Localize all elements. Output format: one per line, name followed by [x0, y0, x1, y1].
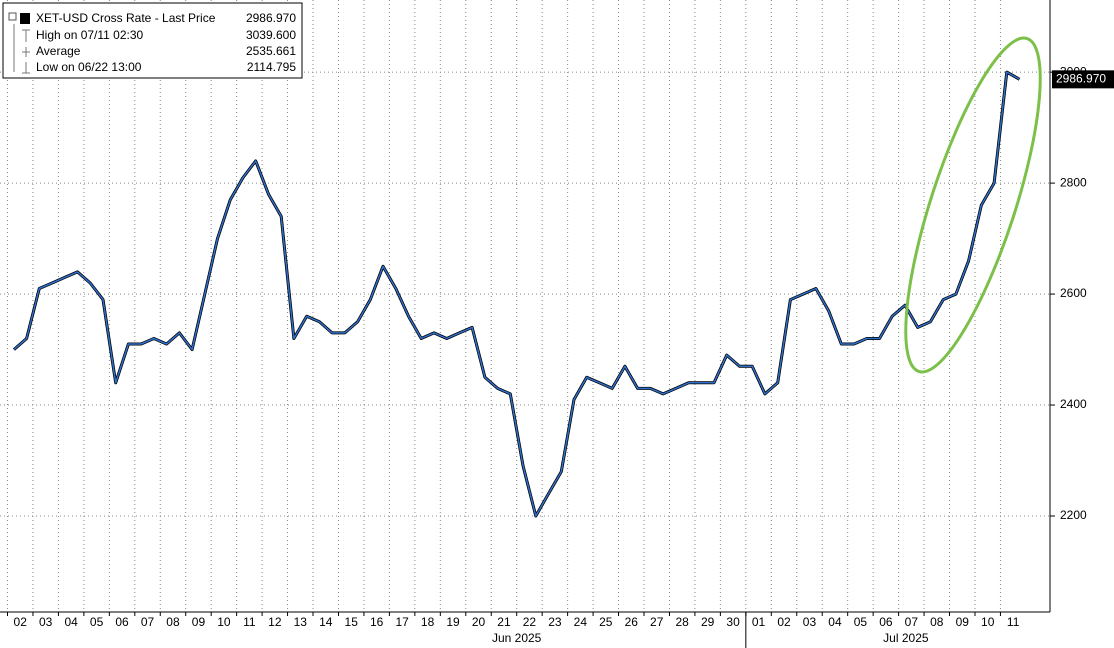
x-tick-label: 12 [268, 615, 282, 629]
x-tick-label: 09 [192, 615, 206, 629]
legend-row-value: 2114.795 [247, 60, 296, 74]
x-tick-label: 17 [395, 615, 409, 629]
x-tick-label: 26 [625, 615, 639, 629]
legend-last-price: 2986.970 [246, 11, 296, 25]
axes: 2200240026002800300002030405060708091011… [7, 64, 1114, 648]
x-tick-label: 27 [650, 615, 664, 629]
plot-area [0, 0, 1050, 612]
x-tick-label: 21 [497, 615, 511, 629]
x-tick-label: 22 [523, 615, 537, 629]
y-tick-label: 2600 [1060, 286, 1087, 300]
x-tick-label: 11 [1007, 615, 1020, 629]
x-tick-label: 24 [574, 615, 588, 629]
legend-tree [13, 24, 30, 74]
x-tick-label: 06 [879, 615, 893, 629]
x-tick-label: 28 [676, 615, 690, 629]
x-tick-label: 30 [726, 615, 740, 629]
price-lines [12, 70, 1021, 518]
x-tick-label: 11 [243, 615, 256, 629]
y-tick-label: 2400 [1060, 397, 1087, 411]
month-label: Jul 2025 [883, 631, 929, 645]
x-tick-label: 19 [446, 615, 460, 629]
x-tick-label: 13 [294, 615, 308, 629]
x-tick-label: 03 [803, 615, 817, 629]
legend-row-label: Low on 06/22 13:00 [36, 60, 142, 74]
x-tick-label: 29 [701, 615, 715, 629]
legend-box [2, 2, 303, 79]
x-tick-label: 20 [472, 615, 486, 629]
x-tick-label: 16 [370, 615, 384, 629]
highlight-ellipse [904, 36, 1042, 374]
y-tick-label: 2200 [1060, 508, 1087, 522]
x-tick-label: 23 [548, 615, 562, 629]
last-price-tag [1052, 70, 1114, 89]
grid [0, 0, 1050, 612]
month-label: Jun 2025 [492, 631, 542, 645]
y-tick-label: 2800 [1060, 175, 1087, 189]
legend: XET-USD Cross Rate - Last Price 2986.970… [2, 2, 303, 79]
legend-row-label: Average [36, 44, 81, 58]
legend-swatch [20, 13, 30, 24]
x-tick-label: 18 [421, 615, 435, 629]
legend-row-label: High on 07/11 02:30 [36, 28, 144, 42]
legend-title: XET-USD Cross Rate - Last Price [36, 11, 216, 25]
x-tick-label: 05 [90, 615, 104, 629]
x-tick-label: 03 [39, 615, 53, 629]
legend-row-value: 2535.661 [246, 44, 296, 58]
price-line [13, 71, 1020, 517]
x-tick-label: 07 [905, 615, 919, 629]
x-tick-label: 25 [599, 615, 613, 629]
last-price-label: 2986.970 [1056, 72, 1106, 86]
x-tick-label: 09 [956, 615, 970, 629]
x-tick-label: 06 [115, 615, 129, 629]
x-tick-label: 14 [319, 615, 333, 629]
x-tick-label: 02 [777, 615, 791, 629]
x-tick-label: 07 [141, 615, 155, 629]
x-tick-label: 10 [981, 615, 995, 629]
x-tick-label: 01 [752, 615, 766, 629]
x-tick-label: 04 [64, 615, 78, 629]
x-tick-label: 10 [217, 615, 231, 629]
legend-row-value: 3039.600 [246, 28, 296, 42]
x-tick-label: 08 [166, 615, 180, 629]
x-tick-label: 04 [828, 615, 842, 629]
x-tick-label: 08 [930, 615, 944, 629]
x-tick-label: 15 [345, 615, 359, 629]
legend-icon [8, 12, 17, 21]
x-tick-label: 05 [854, 615, 868, 629]
x-tick-label: 02 [14, 615, 28, 629]
